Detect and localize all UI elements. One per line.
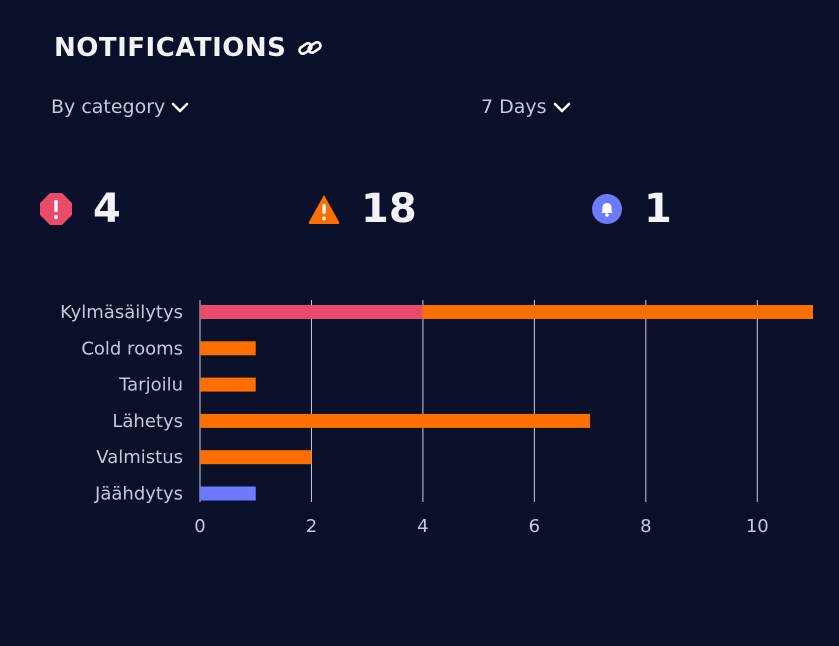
category-label: Jäähdytys — [94, 484, 183, 505]
x-tick-label: 2 — [306, 516, 317, 537]
x-tick-label: 6 — [529, 516, 540, 537]
link-icon[interactable] — [296, 36, 324, 60]
bar — [200, 413, 591, 428]
bar — [200, 486, 256, 501]
category-label: Lähetys — [112, 411, 183, 432]
bell-icon — [592, 194, 622, 224]
bar — [200, 305, 423, 319]
info-count[interactable]: 1 — [590, 186, 672, 232]
category-label: Tarjoilu — [118, 375, 183, 396]
category-bar-chart: Kylmäsäilytys Cold rooms Tarjoilu Lähetys Va… — [60, 300, 813, 537]
bar — [422, 305, 813, 319]
bar — [200, 450, 312, 465]
category-label: Cold rooms — [81, 338, 183, 359]
category-label: Valmistus — [96, 447, 183, 468]
chevron-down-icon — [172, 102, 189, 113]
grid-lines — [199, 300, 758, 502]
x-tick-label: 10 — [746, 516, 769, 537]
x-tick-label: 0 — [194, 516, 205, 537]
page-title: NOTIFICATIONS — [54, 33, 287, 63]
bar — [200, 377, 256, 392]
category-dropdown[interactable]: By category — [51, 96, 189, 118]
critical-count-value: 4 — [93, 186, 121, 232]
critical-count[interactable]: 4 — [39, 186, 121, 232]
x-tick-label: 4 — [417, 516, 428, 537]
chevron-down-icon — [553, 102, 570, 113]
x-tick-label: 8 — [640, 516, 651, 537]
x-axis-ticks: 0 2 4 6 8 10 — [194, 516, 768, 537]
warning-count-value: 18 — [361, 186, 417, 232]
header: NOTIFICATIONS — [54, 33, 324, 63]
category-dropdown-label: By category — [51, 96, 166, 118]
info-count-value: 1 — [644, 186, 672, 232]
range-dropdown[interactable]: 7 Days — [481, 96, 571, 118]
range-dropdown-label: 7 Days — [481, 96, 547, 118]
warning-triangle-icon — [308, 195, 340, 224]
bar — [200, 341, 256, 356]
critical-alert-icon — [40, 193, 72, 225]
bars — [200, 305, 813, 501]
warning-count[interactable]: 18 — [307, 186, 417, 232]
category-label: Kylmäsäilytys — [60, 302, 183, 323]
category-labels: Kylmäsäilytys Cold rooms Tarjoilu Lähetys Va… — [60, 302, 183, 505]
